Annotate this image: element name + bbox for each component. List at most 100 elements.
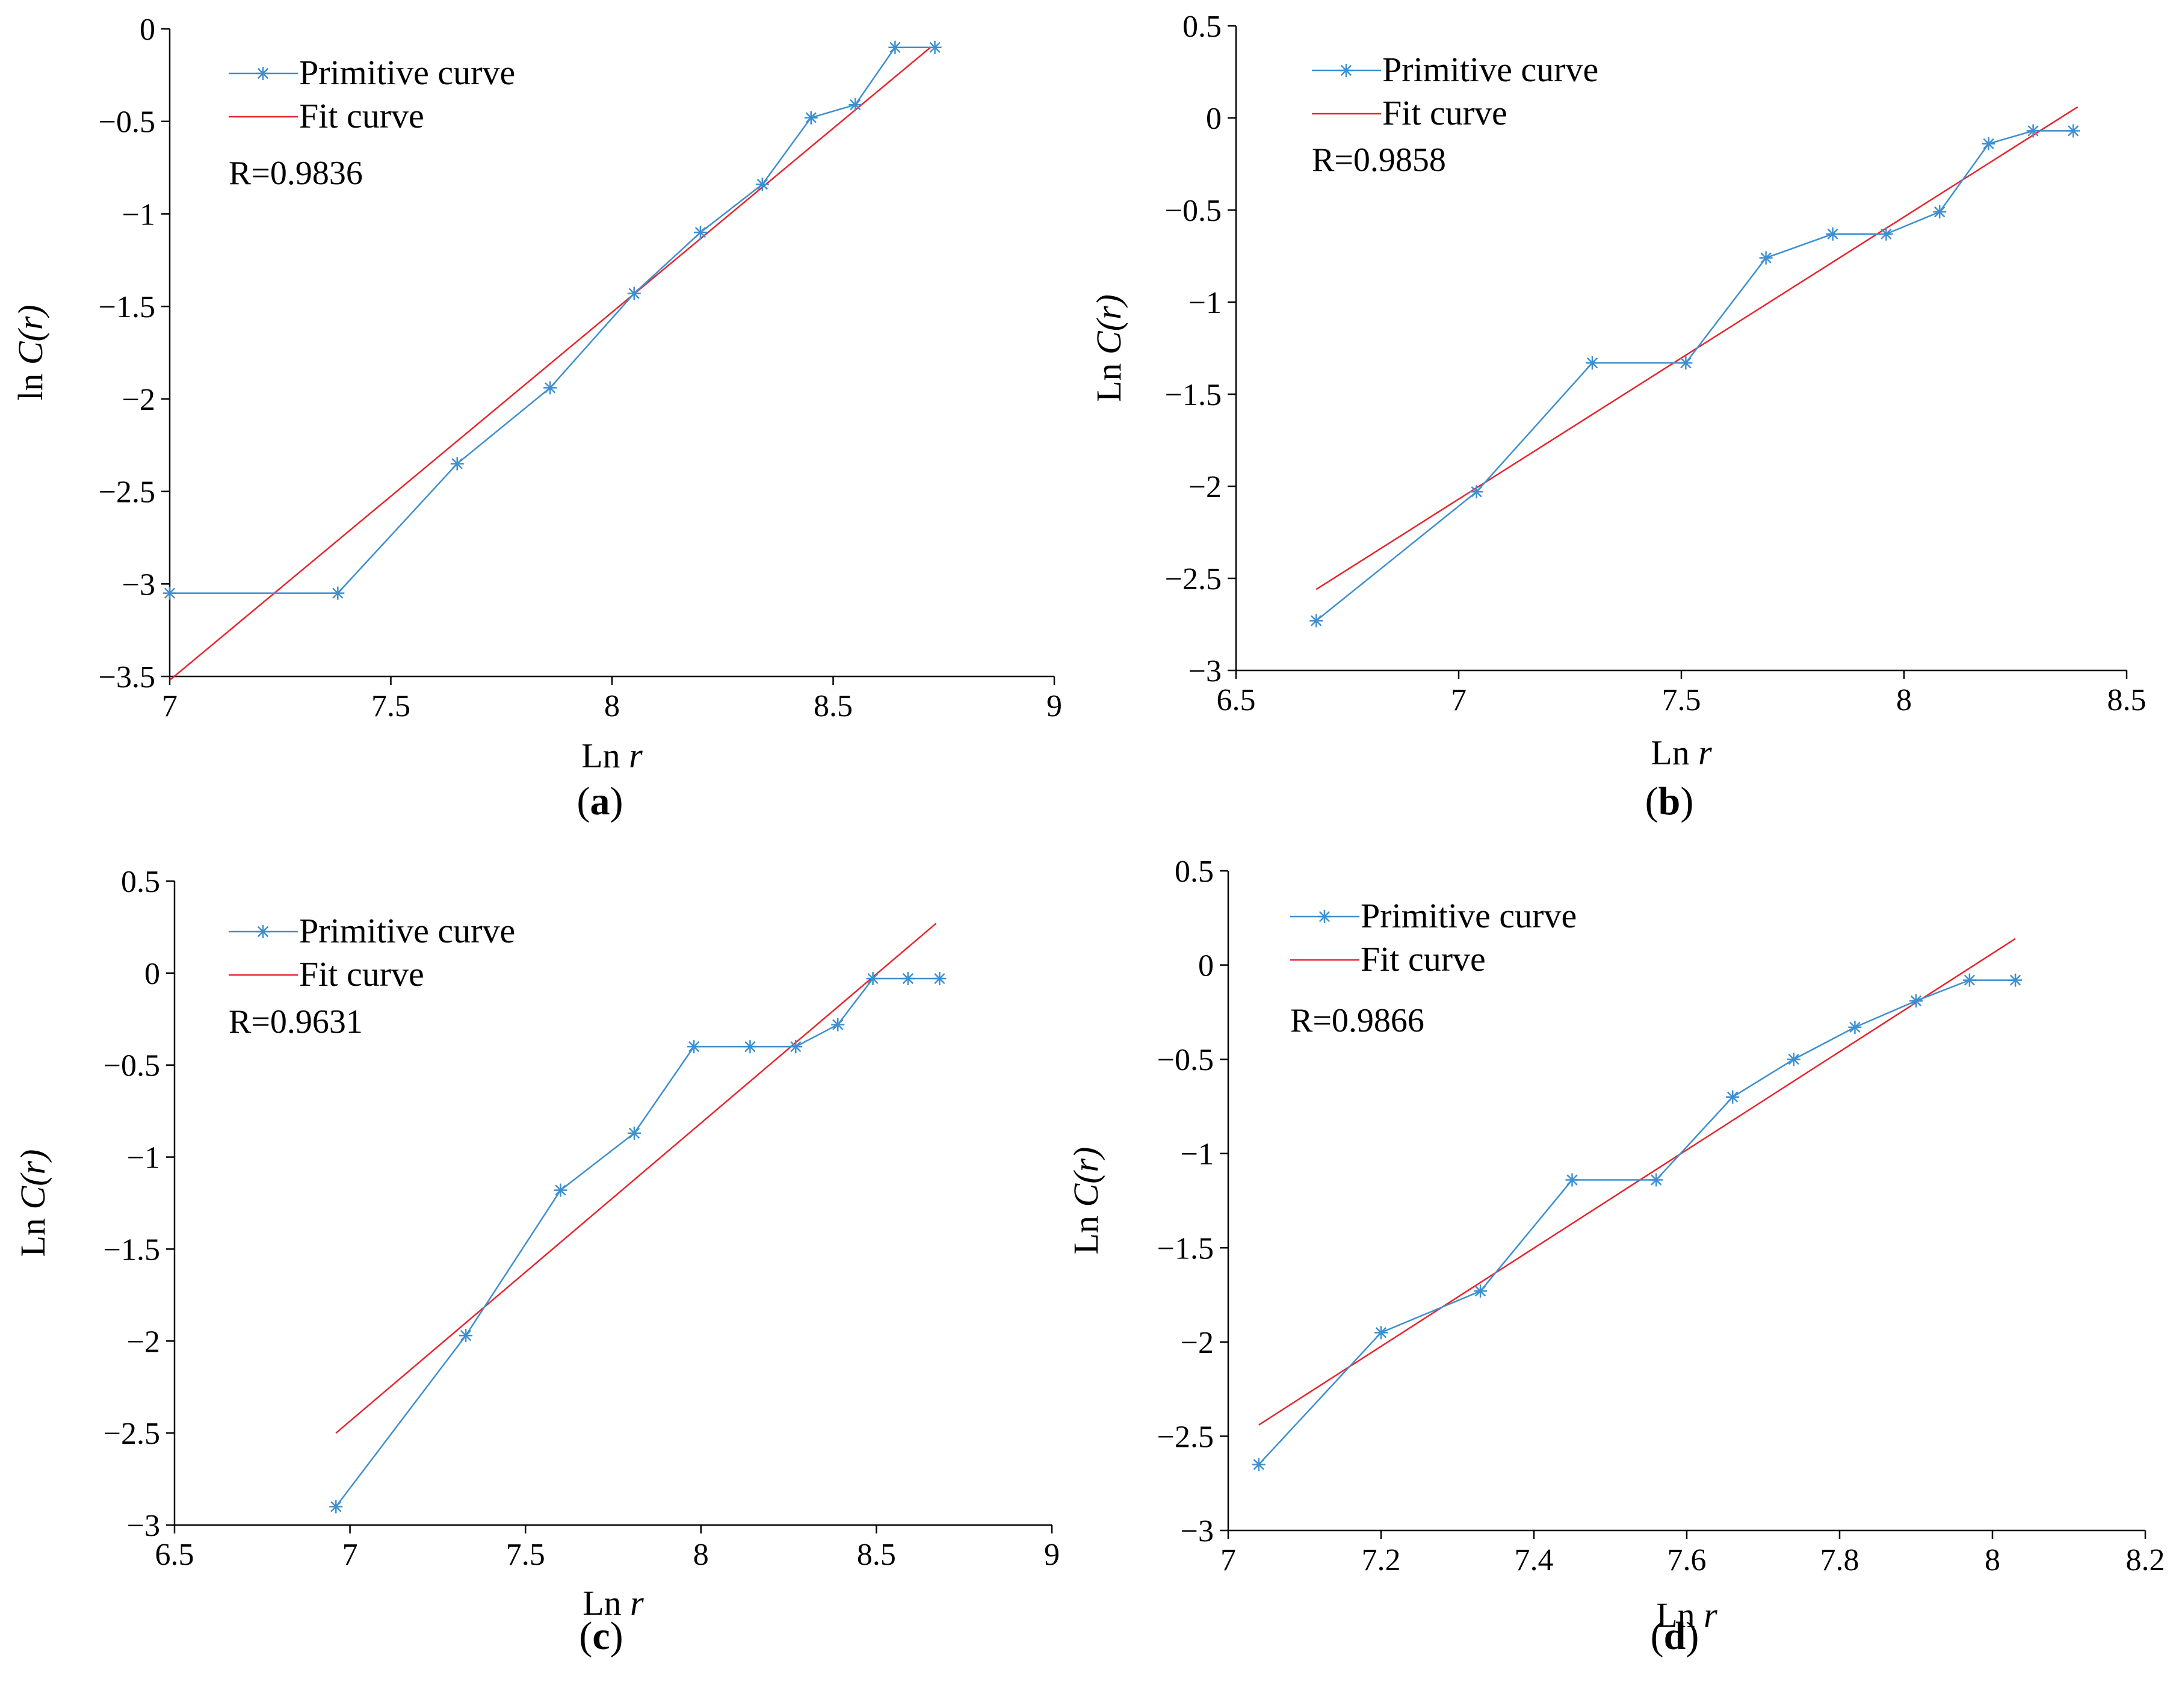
panel-letter: a [590, 779, 610, 823]
x-axis-label-main: Ln [1656, 1595, 1704, 1635]
x-tick-label: 7.5 [1662, 683, 1701, 717]
data-point [1318, 910, 1331, 923]
y-tick-label: −1 [127, 1141, 160, 1175]
data-point [459, 1329, 473, 1343]
y-tick-label: 0 [1198, 949, 1214, 983]
x-axis-label-var: r [629, 736, 643, 775]
data-point [256, 67, 270, 80]
y-tick-label: 0.5 [1175, 855, 1214, 889]
x-tick-label: 7 [1220, 1543, 1236, 1577]
legend-primitive-label: Primitive curve [299, 911, 515, 950]
legend-primitive-label: Primitive curve [1382, 50, 1598, 89]
data-point [888, 40, 902, 54]
y-tick-label: −0.5 [104, 1049, 160, 1083]
x-tick-label: 9 [1044, 1538, 1060, 1572]
x-tick-label: 6.5 [1217, 683, 1256, 717]
y-axis-label: ln C(r) [11, 305, 50, 401]
panel-label: (d) [1651, 1614, 1699, 1658]
x-tick-label: 8.5 [857, 1538, 896, 1572]
x-tick-label: 8 [604, 689, 620, 723]
x-axis-label-main: Ln [583, 1583, 630, 1623]
y-tick-label: −2 [127, 1325, 160, 1359]
x-axis-label-var: r [630, 1583, 644, 1623]
legend: Primitive curve Fit curve [1290, 896, 1577, 979]
data-point [331, 586, 345, 600]
x-axis-label: Ln r [1656, 1595, 1717, 1635]
data-point [1649, 1173, 1663, 1187]
y-tick-label: −0.5 [99, 105, 155, 140]
data-point [2066, 124, 2080, 138]
primitive-curve-line [1315, 130, 2074, 622]
panel-label: (a) [577, 779, 623, 823]
data-point [1474, 1284, 1488, 1298]
data-point [2026, 124, 2040, 138]
data-point [329, 1500, 343, 1514]
data-point [1759, 251, 1773, 265]
y-axis-label: Ln C(r) [13, 1149, 52, 1257]
y-tick-label: −2 [122, 383, 155, 417]
data-point [1848, 1020, 1862, 1034]
x-axis-label-main: Ln [581, 736, 629, 775]
y-tick-label: −3 [1181, 1514, 1214, 1549]
legend-primitive-label: Primitive curve [299, 53, 515, 92]
legend-fit-label: Fit curve [299, 955, 424, 994]
data-point [256, 925, 270, 938]
x-tick-label: 8.5 [814, 689, 853, 723]
x-axis-label-var: r [1698, 733, 1712, 772]
data-point [1470, 485, 1483, 499]
panel-c: 0.50−0.5−1−1.5−2−2.5−36.5 7 7.5 8 8.5 9Ln rLn… [13, 865, 1060, 1658]
data-point [1726, 1090, 1740, 1104]
x-tick-label: 7.5 [371, 689, 410, 723]
x-tick-label: 7 [342, 1538, 358, 1572]
x-tick-label: 7 [1451, 683, 1467, 717]
primitive-curve-line [170, 46, 935, 594]
x-tick-label: 7 [162, 689, 178, 723]
y-tick-label: −2 [1181, 1326, 1214, 1360]
data-point [687, 1040, 701, 1054]
y-tick-label: −0.5 [1165, 194, 1222, 228]
x-tick-label: 8 [1896, 683, 1912, 717]
y-tick-label: −1 [1188, 286, 1222, 320]
y-axis-label-var: C(r) [1066, 1147, 1105, 1207]
x-tick-label: 8.5 [2107, 683, 2147, 717]
legend-fit-label: Fit curve [1361, 939, 1486, 979]
panel-d: 0.5 0 −0.5 −1 −1.5 −2 −2.5 −37 7.2 7.4 7.6 7.8 8 8.2 L… [1066, 855, 2165, 1658]
x-axis-label-var: r [1704, 1595, 1717, 1635]
legend: Primitive curve Fit curve [1312, 50, 1598, 132]
x-tick-label: 9 [1046, 689, 1062, 723]
primitive-curve-line [1258, 979, 2016, 1465]
y-axis-label-var: C(r) [13, 1149, 52, 1210]
data-point [928, 40, 942, 54]
data-point [1252, 1458, 1266, 1471]
y-axis-label-var: C(r) [1089, 294, 1128, 354]
y-axis-label-var: C(r) [11, 305, 50, 365]
y-tick-label: 0.5 [121, 865, 160, 899]
y-tick-label: −2.5 [1165, 562, 1222, 596]
data-point [2009, 973, 2023, 987]
y-tick-label: −2.5 [104, 1417, 160, 1451]
data-point [1679, 356, 1693, 370]
y-tick-label: −2.5 [99, 475, 155, 510]
y-tick-label: −3.5 [99, 660, 155, 695]
data-point [163, 586, 176, 600]
r-value: R=0.9836 [229, 155, 363, 192]
panel-b: 0.50−0.5−1−1.5−2−2.5−36.5 7 7.5 8 8.5Ln rLn … [1089, 10, 2147, 823]
y-tick-label: 0.5 [1182, 10, 1222, 44]
y-tick-label: −3 [127, 1509, 160, 1543]
x-axis-label-main: Ln [1651, 733, 1698, 772]
data-point [1962, 973, 1976, 987]
data-point [694, 226, 707, 240]
data-point [755, 178, 769, 191]
data-point [1586, 356, 1599, 370]
x-tick-label: 6.5 [155, 1538, 194, 1572]
y-tick-label: −2.5 [1157, 1420, 1214, 1454]
y-tick-label: −1 [1181, 1137, 1214, 1172]
data-point [554, 1183, 567, 1197]
y-tick-label: −1.5 [1157, 1231, 1214, 1266]
x-tick-label: 7.5 [506, 1538, 545, 1572]
panel-letter: c [592, 1614, 610, 1658]
data-point [831, 1018, 845, 1032]
panel-letter: b [1658, 779, 1681, 823]
x-tick-label: 8 [693, 1538, 709, 1572]
